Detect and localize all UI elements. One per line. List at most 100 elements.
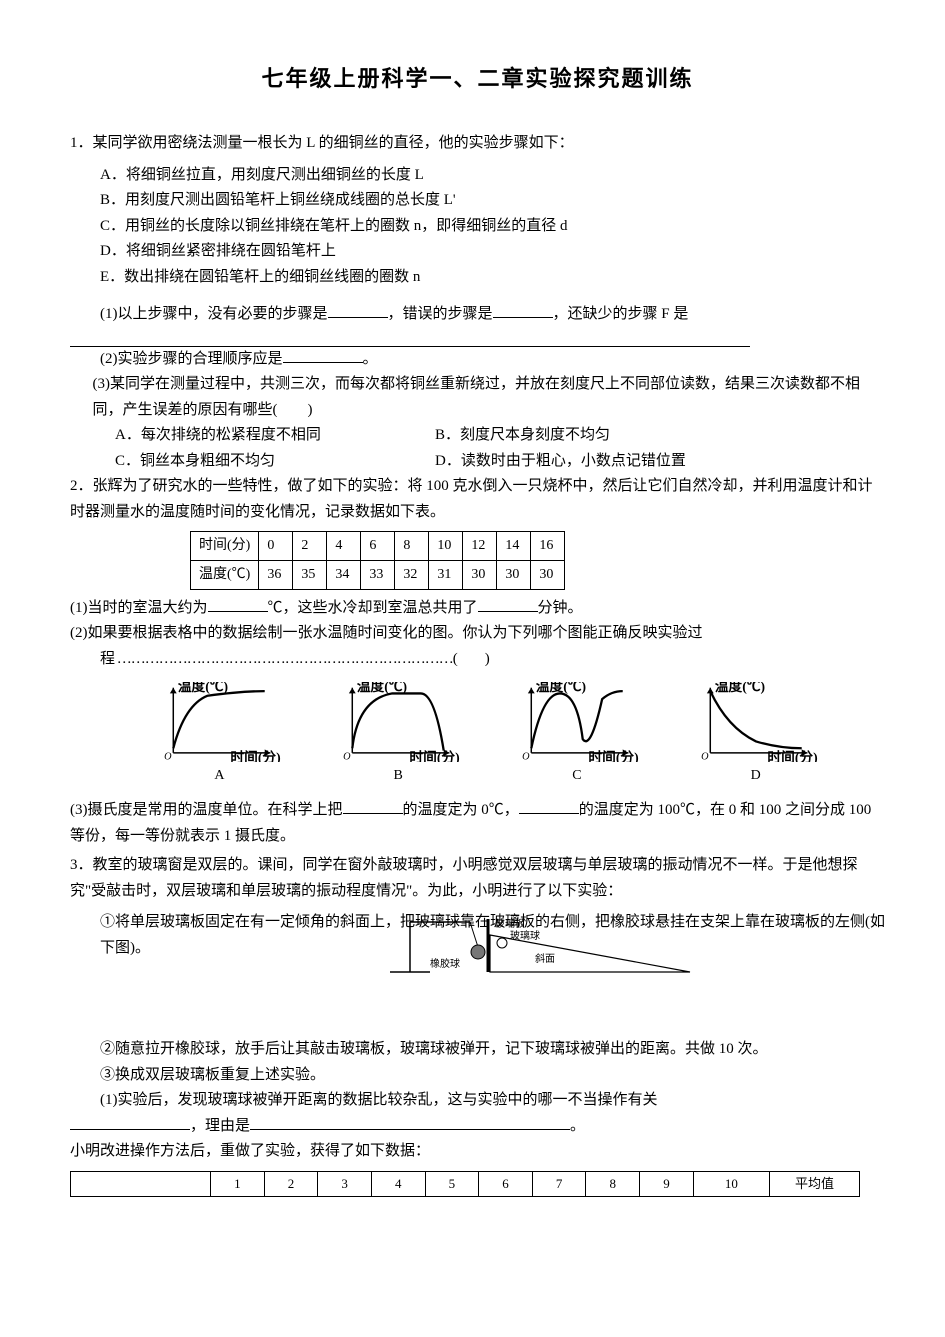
table-row: 1 2 3 4 5 6 7 8 9 10 平均值 — [71, 1171, 860, 1196]
blank[interactable] — [343, 799, 403, 814]
cell: 30 — [531, 561, 565, 590]
q2-part2b: 程 ………………………………………………………………( ) — [70, 647, 885, 673]
cell: 2 — [264, 1171, 318, 1196]
cell: 32 — [395, 561, 429, 590]
svg-text:时间(分): 时间(分) — [767, 749, 817, 762]
blank[interactable] — [519, 799, 579, 814]
q2-p3-b: 的温度定为 0℃， — [403, 802, 519, 818]
cell: 10 — [429, 532, 463, 561]
label-board: 玻璃板 — [495, 917, 525, 930]
cell: 33 — [361, 561, 395, 590]
q1-p3-opt-b: B．刻度尺本身刻度不均匀 — [435, 423, 755, 449]
cell-head: 时间(分) — [191, 532, 259, 561]
q3-data-table: 1 2 3 4 5 6 7 8 9 10 平均值 — [70, 1171, 860, 1197]
q1-p3-opt-c: C．铜丝本身粗细不均匀 — [115, 449, 435, 475]
cell: 1 — [211, 1171, 265, 1196]
chart-label-a: A — [139, 764, 299, 788]
q2-part1: (1)当时的室温大约为℃，这些水冷却到室温总共用了分钟。 — [70, 596, 885, 622]
label-glassball: 玻璃球 — [510, 929, 540, 942]
cell: 16 — [531, 532, 565, 561]
q1-p2-text: (2)实验步骤的合理顺序应是 — [100, 351, 283, 367]
q3-p1-a: (1)实验后，发现玻璃球被弹开距离的数据比较杂乱，这与实验中的哪一不当操作有关 — [100, 1092, 658, 1108]
cell: 6 — [479, 1171, 533, 1196]
q1-opt-c: C．用铜丝的长度除以铜丝排绕在笔杆上的圈数 n，即得细铜丝的直径 d — [70, 214, 885, 240]
blank-line[interactable] — [70, 326, 750, 347]
q2-p3-a: (3)摄氏度是常用的温度单位。在科学上把 — [70, 802, 343, 818]
blank[interactable] — [208, 597, 268, 612]
cell: 35 — [293, 561, 327, 590]
blank[interactable] — [70, 1115, 190, 1130]
cell — [71, 1171, 211, 1196]
q1-opt-a: A．将细铜丝拉直，用刻度尺测出细铜丝的长度 L — [70, 163, 885, 189]
blank[interactable] — [478, 597, 538, 612]
cell: 30 — [497, 561, 531, 590]
q2-part3: (3)摄氏度是常用的温度单位。在科学上把的温度定为 0℃，的温度定为 100℃，… — [70, 798, 885, 849]
q2-p1-c: 分钟。 — [538, 600, 583, 616]
charts-row: O 温度(℃) 时间(分) A O 温度(℃) 时间(分) B O 温度(℃) … — [130, 682, 845, 788]
q1-p1-text-b: ，错误的步骤是 — [388, 306, 493, 322]
q1-opt-b: B．用刻度尺测出圆铅笔杆上铜丝绕成线圈的总长度 L' — [70, 188, 885, 214]
chart-label-b: B — [318, 764, 478, 788]
svg-text:O: O — [343, 752, 351, 762]
cell: 3 — [318, 1171, 372, 1196]
chart-label-c: C — [497, 764, 657, 788]
table-row: 时间(分) 0 2 4 6 8 10 12 14 16 — [191, 532, 565, 561]
cell: 0 — [259, 532, 293, 561]
cell: 10 — [693, 1171, 769, 1196]
q3-step3: ③换成双层玻璃板重复上述实验。 — [70, 1063, 885, 1089]
chart-a: O 温度(℃) 时间(分) A — [139, 682, 299, 788]
page-title: 七年级上册科学一、二章实验探究题训练 — [70, 60, 885, 97]
blank[interactable] — [283, 348, 363, 363]
q3-step2: ②随意拉开橡胶球，放手后让其敲击玻璃板，玻璃球被弹开，记下玻璃球被弹出的距离。共… — [70, 1037, 885, 1063]
label-inclined: 斜面 — [535, 952, 555, 965]
q3-part2: 小明改进操作方法后，重做了实验，获得了如下数据： — [70, 1139, 885, 1165]
blank[interactable] — [493, 303, 553, 318]
q1-part3: (3)某同学在测量过程中，共测三次，而每次都将铜丝重新绕过，并放在刻度尺上不同部… — [70, 372, 885, 423]
cell: 31 — [429, 561, 463, 590]
q3-part1: (1)实验后，发现玻璃球被弹开距离的数据比较杂乱，这与实验中的哪一不当操作有关 — [70, 1088, 885, 1114]
cell: 2 — [293, 532, 327, 561]
q1-p1-text-a: (1)以上步骤中，没有必要的步骤是 — [100, 306, 328, 322]
svg-text:O: O — [165, 752, 173, 762]
blank[interactable] — [328, 303, 388, 318]
curve-a — [174, 692, 265, 749]
cell: 5 — [425, 1171, 479, 1196]
chart-label-d: D — [676, 764, 836, 788]
cell: 9 — [640, 1171, 694, 1196]
chart-c: O 温度(℃) 时间(分) C — [497, 682, 657, 788]
cell-head: 温度(℃) — [191, 561, 259, 590]
cell: 8 — [586, 1171, 640, 1196]
cell: 4 — [327, 532, 361, 561]
blank[interactable] — [250, 1115, 570, 1130]
cell: 34 — [327, 561, 361, 590]
curve-b — [352, 694, 443, 751]
svg-text:时间(分): 时间(分) — [410, 749, 460, 762]
q1-part1: (1)以上步骤中，没有必要的步骤是 ，错误的步骤是 ，还缺少的步骤 F 是 — [70, 302, 885, 328]
q1-p1-text-c: ，还缺少的步骤 F 是 — [553, 306, 689, 322]
cell: 36 — [259, 561, 293, 590]
q1-opt-d: D．将细铜丝紧密排绕在圆铅笔杆上 — [70, 239, 885, 265]
cell: 7 — [532, 1171, 586, 1196]
svg-text:O: O — [522, 752, 530, 762]
q1-p3-opt-a: A．每次排绕的松紧程度不相同 — [115, 423, 435, 449]
cell: 14 — [497, 532, 531, 561]
q3-p1-c: 。 — [570, 1118, 585, 1134]
q3-p1-b: ，理由是 — [190, 1118, 250, 1134]
q1-p2-text-b: 。 — [363, 351, 378, 367]
chart-b: O 温度(℃) 时间(分) B — [318, 682, 478, 788]
cell: 8 — [395, 532, 429, 561]
q1-p3-opts-row2: C．铜丝本身粗细不均匀 D．读数时由于粗心，小数点记错位置 — [70, 449, 885, 475]
q2-p1-b: ℃，这些水冷却到室温总共用了 — [268, 600, 478, 616]
q3-diagram: 玻璃板 玻璃球 斜面 橡胶球 — [370, 917, 885, 977]
curve-d — [710, 692, 801, 749]
cell: 4 — [371, 1171, 425, 1196]
q1-part2: (2)实验步骤的合理顺序应是 。 — [70, 347, 885, 373]
q3-stem: 3．教室的玻璃窗是双层的。课间，同学在窗外敲玻璃时，小明感觉双层玻璃与单层玻璃的… — [70, 853, 885, 904]
cell: 平均值 — [770, 1171, 860, 1196]
label-rubber: 橡胶球 — [430, 957, 460, 970]
curve-c — [531, 692, 622, 749]
q1-p3-opt-d: D．读数时由于粗心，小数点记错位置 — [435, 449, 755, 475]
svg-text:O: O — [701, 752, 709, 762]
xlab: 时间(分) — [231, 749, 281, 762]
chart-d: O 温度(℃) 时间(分) D — [676, 682, 836, 788]
